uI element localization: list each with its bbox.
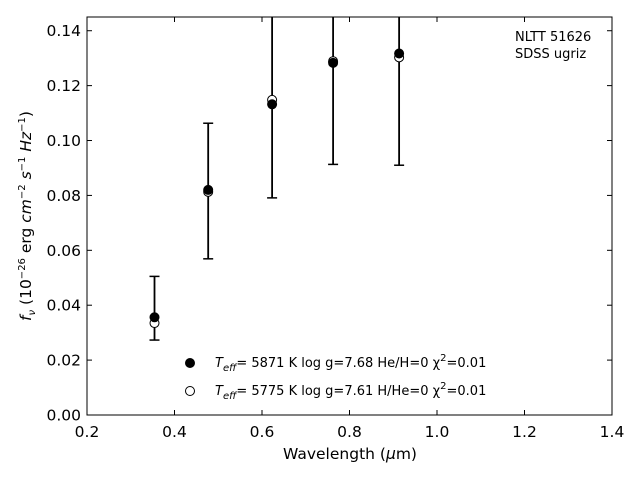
y-tick-label: 0.14 — [46, 22, 81, 40]
y-tick-label: 0.12 — [46, 77, 81, 95]
data-point-filled — [149, 312, 160, 323]
series-filled-markers — [149, 48, 405, 323]
x-tick-label: 0.6 — [250, 423, 275, 441]
x-axis-label: Wavelength (μm) — [283, 445, 417, 463]
data-point-filled — [394, 48, 405, 59]
y-tick-label: 0.00 — [46, 407, 81, 425]
legend-entry-2: Teff= 5775 K log g=7.61 H/He=0 χ2=0.01 — [215, 381, 486, 402]
series-open-markers — [149, 52, 405, 329]
y-axis-label: fν (10−26 erg cm−2 s−1 Hz−1) — [17, 111, 38, 321]
y-tick-label: 0.10 — [46, 132, 81, 150]
error-bars — [149, 17, 405, 341]
x-tick-label: 0.4 — [162, 423, 187, 441]
y-tick-label: 0.08 — [46, 187, 81, 205]
y-axis-ticks: 0.00 0.02 0.04 0.06 0.08 0.10 0.12 0.14 — [46, 22, 612, 425]
y-tick-label: 0.04 — [46, 297, 81, 315]
data-point-filled — [328, 57, 339, 68]
y-tick-label: 0.02 — [46, 352, 81, 370]
legend-marker-open — [185, 386, 195, 396]
data-point-filled — [267, 99, 278, 110]
x-tick-label: 0.8 — [337, 423, 362, 441]
x-tick-label: 1.2 — [512, 423, 537, 441]
y-tick-label: 0.06 — [46, 242, 81, 260]
legend: Teff= 5871 K log g=7.68 He/H=0 χ2=0.01 T… — [185, 353, 486, 402]
annotation-object: NLTT 51626 — [515, 30, 591, 45]
legend-entry-1: Teff= 5871 K log g=7.68 He/H=0 χ2=0.01 — [215, 353, 486, 374]
x-axis-ticks: 0.2 0.4 0.6 0.8 1.0 1.2 1.4 — [75, 17, 625, 441]
x-tick-label: 0.2 — [75, 423, 100, 441]
legend-marker-filled — [185, 358, 195, 368]
data-point-filled — [203, 184, 214, 195]
x-tick-label: 1.0 — [425, 423, 450, 441]
x-tick-label: 1.4 — [600, 423, 625, 441]
annotation-survey: SDSS ugriz — [515, 47, 586, 62]
